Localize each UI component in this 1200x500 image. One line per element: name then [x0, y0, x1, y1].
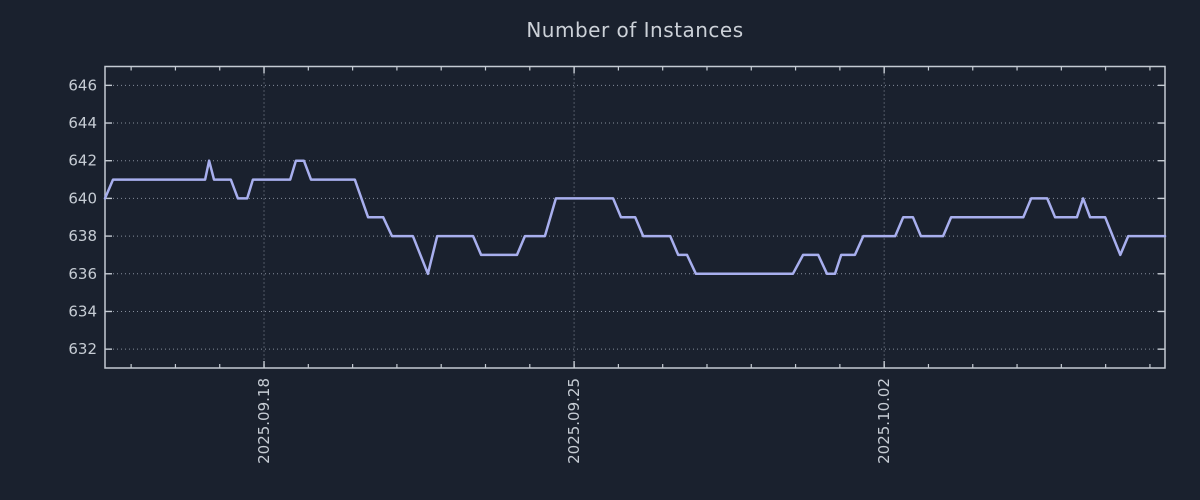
chart-title: Number of Instances: [526, 18, 744, 42]
x-tick-label: 2025.09.18: [255, 378, 273, 464]
y-tick-label: 638: [68, 227, 97, 245]
series-line: [103, 159, 1167, 276]
x-tick-label: 2025.10.02: [875, 378, 893, 464]
y-tick-label: 634: [68, 302, 97, 320]
plot-border: [104, 65, 1166, 369]
y-tick-label: 646: [68, 76, 97, 94]
x-tick-label: 2025.09.25: [565, 378, 583, 464]
y-tick-label: 644: [68, 114, 97, 132]
y-tick-label: 640: [68, 189, 97, 207]
y-tick-label: 636: [68, 265, 97, 283]
y-tick-label: 632: [68, 340, 97, 358]
y-tick-label: 642: [68, 152, 97, 170]
